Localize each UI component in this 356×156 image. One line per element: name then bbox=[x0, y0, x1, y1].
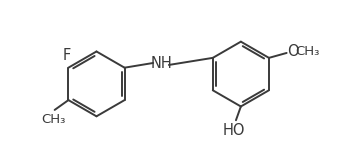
Text: CH₃: CH₃ bbox=[42, 113, 66, 126]
Text: F: F bbox=[62, 48, 70, 63]
Text: O: O bbox=[288, 44, 299, 59]
Text: CH₃: CH₃ bbox=[295, 45, 320, 58]
Text: HO: HO bbox=[223, 123, 245, 138]
Text: NH: NH bbox=[150, 56, 172, 71]
